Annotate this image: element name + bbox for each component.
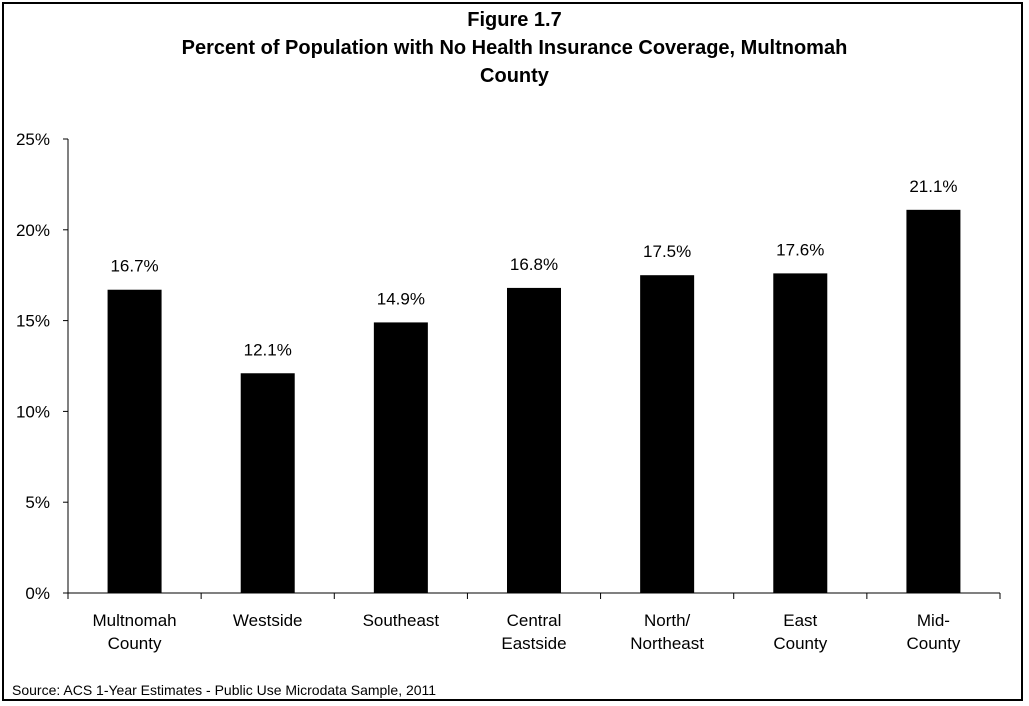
category-label: Eastside — [501, 634, 566, 653]
bar — [773, 273, 828, 593]
figure-number: Figure 1.7 — [467, 9, 562, 31]
data-label: 14.9% — [377, 289, 425, 308]
category-label: County — [906, 634, 960, 653]
data-label: 17.6% — [776, 240, 824, 259]
bar — [107, 289, 162, 593]
category-label: East — [783, 611, 817, 630]
category-label: Westside — [233, 611, 303, 630]
category-label: Multnomah — [93, 611, 177, 630]
category-label: Northeast — [630, 634, 704, 653]
category-label: Mid- — [917, 611, 950, 630]
bar — [640, 275, 695, 593]
y-tick-label: 15% — [16, 312, 50, 331]
category-label: County — [773, 634, 827, 653]
chart-title-line-1: Percent of Population with No Health Ins… — [181, 37, 848, 59]
bar — [240, 373, 295, 593]
category-label: Southeast — [363, 611, 440, 630]
category-label: Central — [507, 611, 562, 630]
y-tick-label: 25% — [16, 130, 50, 149]
data-label: 12.1% — [244, 340, 292, 359]
chart-title: Figure 1.7 Percent of Population with No… — [0, 6, 1029, 90]
chart-title-line-2: County — [480, 65, 549, 87]
bar — [507, 287, 561, 593]
bar — [906, 209, 961, 593]
y-tick-label: 0% — [25, 584, 50, 603]
category-label: North/ — [644, 611, 691, 630]
bar — [373, 322, 428, 593]
y-tick-label: 20% — [16, 221, 50, 240]
data-label: 16.8% — [510, 255, 558, 274]
data-label: 16.7% — [110, 257, 158, 276]
y-tick-label: 10% — [16, 402, 50, 421]
data-label: 17.5% — [643, 242, 691, 261]
category-label: County — [108, 634, 162, 653]
data-label: 21.1% — [909, 177, 957, 196]
source-note: Source: ACS 1-Year Estimates - Public Us… — [12, 682, 437, 698]
y-tick-label: 5% — [25, 493, 50, 512]
